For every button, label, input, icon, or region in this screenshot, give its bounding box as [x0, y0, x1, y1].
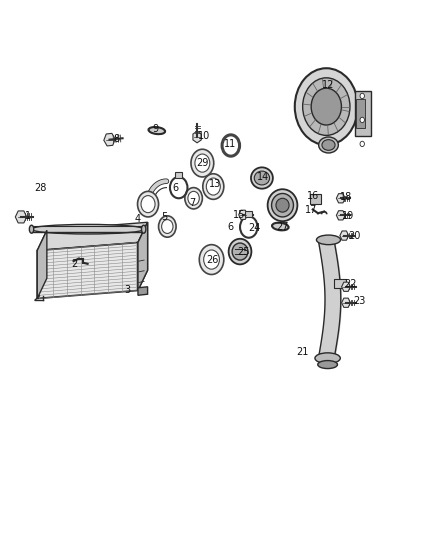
Bar [356, 99, 365, 128]
Text: 24: 24 [248, 223, 260, 233]
Text: 5: 5 [161, 213, 167, 222]
Text: 16: 16 [307, 191, 319, 201]
Polygon shape [342, 282, 350, 292]
Bar [355, 91, 371, 136]
Text: 15: 15 [233, 210, 245, 220]
Text: 10: 10 [198, 131, 210, 141]
Polygon shape [37, 243, 138, 298]
Circle shape [191, 149, 214, 177]
Text: 28: 28 [34, 183, 46, 192]
Circle shape [360, 93, 364, 99]
Circle shape [203, 174, 224, 199]
Circle shape [185, 188, 202, 209]
Ellipse shape [318, 360, 338, 369]
Bar [310, 194, 321, 204]
Text: 25: 25 [237, 247, 249, 256]
Circle shape [138, 191, 159, 217]
Text: 29: 29 [196, 158, 208, 167]
Polygon shape [15, 211, 27, 223]
Polygon shape [340, 231, 349, 240]
Polygon shape [138, 222, 148, 290]
Circle shape [141, 196, 155, 213]
Ellipse shape [272, 193, 293, 217]
Polygon shape [104, 133, 115, 146]
Text: 20: 20 [349, 231, 361, 240]
Text: 3: 3 [124, 286, 130, 295]
Circle shape [204, 250, 219, 269]
Ellipse shape [272, 223, 289, 230]
Text: 23: 23 [353, 296, 365, 306]
Text: 9: 9 [152, 124, 159, 134]
Ellipse shape [141, 225, 146, 233]
Polygon shape [336, 211, 345, 220]
Ellipse shape [315, 353, 340, 364]
Circle shape [188, 191, 199, 205]
Text: 1: 1 [25, 211, 32, 221]
Polygon shape [138, 287, 148, 295]
Ellipse shape [276, 198, 289, 212]
Text: 22: 22 [344, 279, 357, 288]
Polygon shape [336, 193, 345, 203]
Ellipse shape [29, 225, 34, 233]
Text: 7: 7 [190, 198, 196, 207]
Circle shape [360, 141, 364, 147]
Text: 26: 26 [206, 255, 219, 265]
Ellipse shape [229, 239, 251, 264]
Circle shape [360, 117, 364, 123]
Circle shape [159, 216, 176, 237]
Ellipse shape [31, 224, 145, 234]
Ellipse shape [148, 127, 165, 134]
Bar [334, 279, 346, 288]
Text: 6: 6 [172, 183, 178, 192]
Circle shape [303, 78, 350, 135]
Text: 8: 8 [113, 134, 119, 143]
Circle shape [162, 220, 173, 233]
Text: 21: 21 [296, 347, 308, 357]
Circle shape [295, 68, 358, 145]
Polygon shape [342, 298, 350, 308]
Circle shape [199, 245, 224, 274]
Polygon shape [37, 222, 148, 251]
Polygon shape [37, 230, 47, 298]
Circle shape [206, 178, 220, 195]
Text: 11: 11 [224, 139, 236, 149]
Ellipse shape [318, 137, 338, 153]
Bar [245, 211, 252, 217]
Text: 12: 12 [322, 80, 335, 90]
Text: 2: 2 [71, 259, 78, 269]
Circle shape [311, 88, 342, 125]
Text: 4: 4 [135, 214, 141, 223]
Circle shape [195, 154, 210, 172]
Text: 13: 13 [208, 180, 221, 189]
Ellipse shape [251, 167, 273, 189]
Ellipse shape [268, 189, 297, 221]
Text: 19: 19 [342, 211, 354, 221]
Polygon shape [138, 222, 148, 290]
Polygon shape [239, 210, 247, 220]
Polygon shape [193, 131, 201, 143]
Text: 6: 6 [227, 222, 233, 231]
Ellipse shape [316, 235, 341, 245]
Text: 27: 27 [276, 222, 289, 231]
Text: 18: 18 [340, 192, 352, 202]
Text: 17: 17 [305, 205, 317, 215]
Bar [175, 172, 182, 178]
Text: 14: 14 [257, 172, 269, 182]
Ellipse shape [322, 140, 335, 150]
Ellipse shape [232, 243, 248, 260]
Ellipse shape [254, 171, 269, 185]
